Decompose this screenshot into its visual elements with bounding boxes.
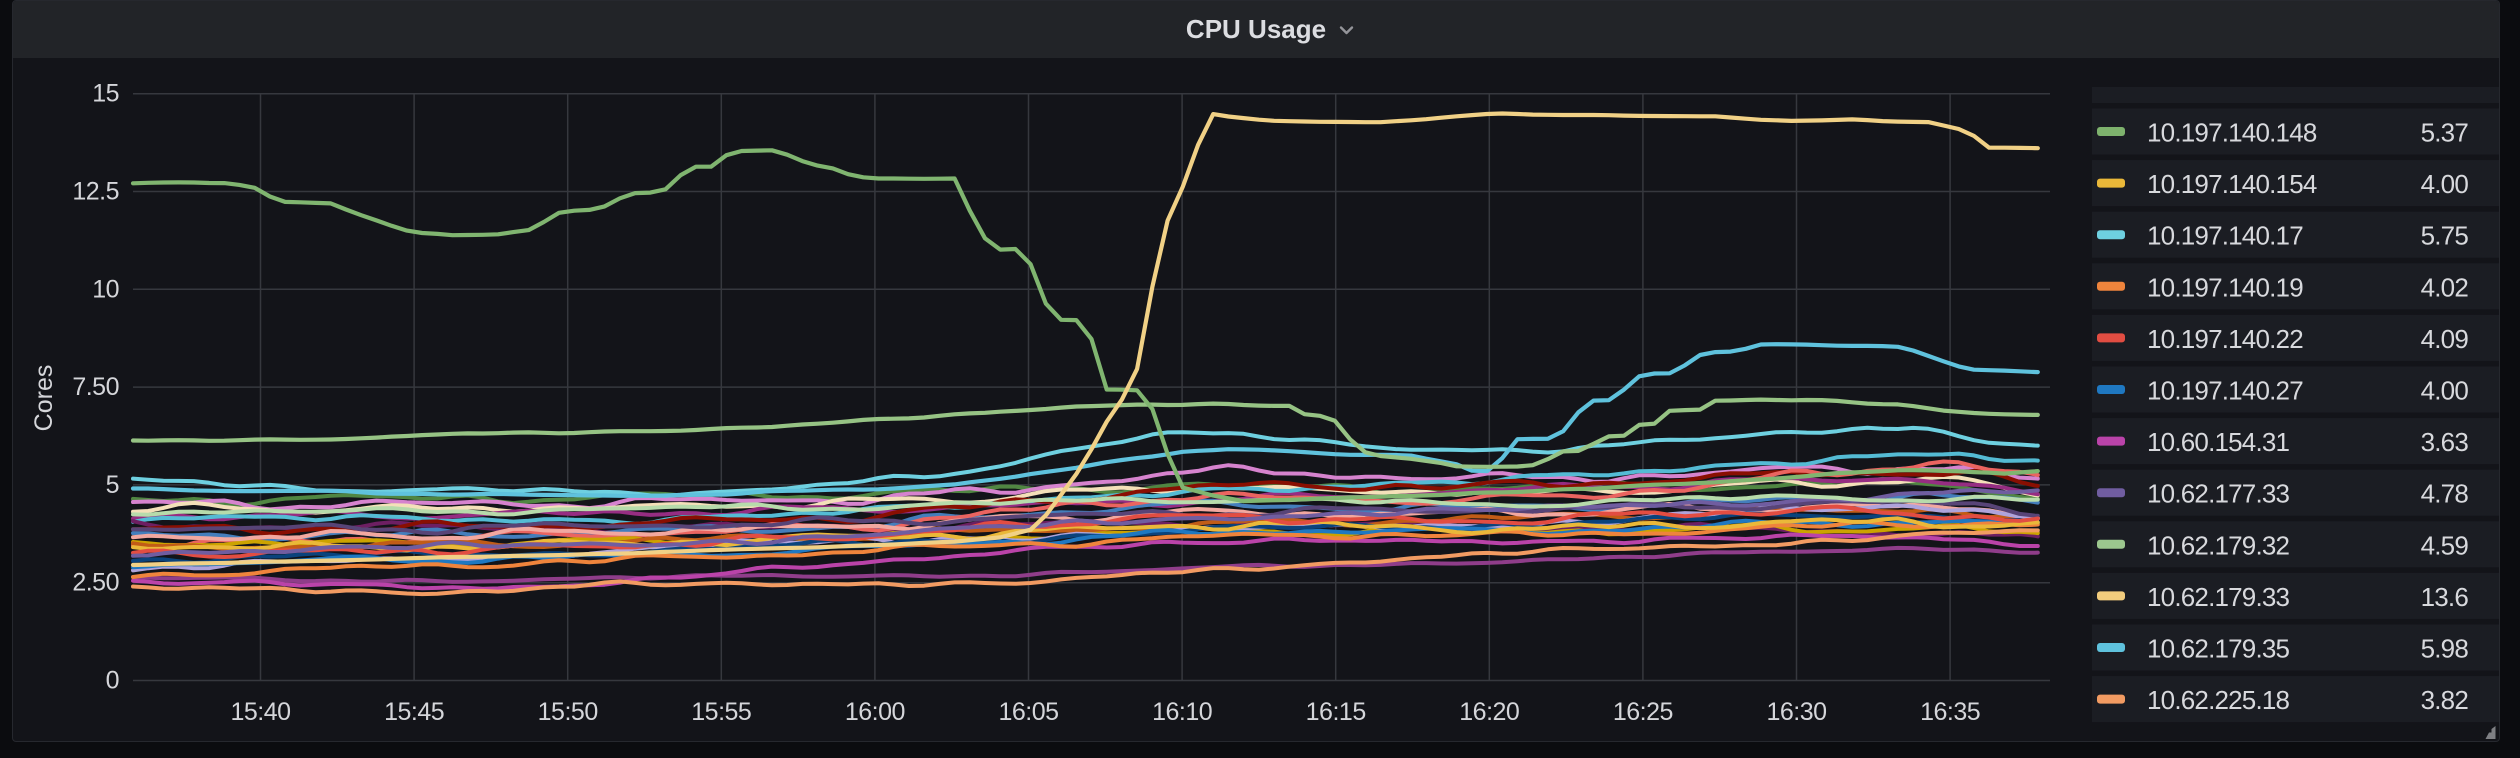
svg-text:10.62.177.33: 10.62.177.33 (2147, 479, 2290, 509)
svg-text:16:15: 16:15 (1306, 698, 1366, 726)
svg-text:10.62.179.33: 10.62.179.33 (2147, 582, 2290, 612)
svg-text:10.197.140.17: 10.197.140.17 (2147, 221, 2303, 251)
svg-text:3.82: 3.82 (2421, 685, 2469, 715)
svg-text:5.98: 5.98 (2421, 634, 2469, 664)
svg-text:10.197.140.19: 10.197.140.19 (2147, 272, 2303, 302)
svg-text:16:05: 16:05 (998, 698, 1058, 726)
svg-text:0: 0 (106, 667, 119, 695)
svg-text:10.62.179.35: 10.62.179.35 (2147, 634, 2290, 664)
svg-text:3.63: 3.63 (2421, 427, 2469, 457)
svg-text:4.78: 4.78 (2421, 479, 2469, 509)
svg-text:10.197.140.22: 10.197.140.22 (2147, 324, 2303, 354)
svg-text:5.37: 5.37 (2421, 118, 2469, 148)
svg-text:4.00: 4.00 (2421, 169, 2469, 199)
svg-text:10.62.179.32: 10.62.179.32 (2147, 530, 2290, 560)
svg-text:2.50: 2.50 (72, 569, 119, 597)
svg-text:15:55: 15:55 (691, 698, 751, 726)
svg-text:10.197.140.27: 10.197.140.27 (2147, 376, 2303, 406)
svg-text:15:45: 15:45 (384, 698, 444, 726)
svg-text:10.62.225.18: 10.62.225.18 (2147, 685, 2290, 715)
svg-text:Cores: Cores (30, 365, 58, 432)
svg-text:16:25: 16:25 (1613, 698, 1673, 726)
svg-text:10.60.154.31: 10.60.154.31 (2147, 427, 2290, 457)
svg-text:15: 15 (92, 80, 119, 108)
svg-text:5.75: 5.75 (2421, 221, 2469, 251)
svg-text:16:30: 16:30 (1766, 698, 1826, 726)
svg-text:4.02: 4.02 (2421, 272, 2469, 302)
svg-text:5: 5 (106, 471, 119, 499)
svg-text:15:40: 15:40 (230, 698, 290, 726)
svg-text:10.197.140.148: 10.197.140.148 (2147, 118, 2317, 148)
svg-text:7.50: 7.50 (72, 373, 119, 401)
svg-text:10.197.140.154: 10.197.140.154 (2147, 169, 2317, 199)
svg-text:4.00: 4.00 (2421, 376, 2469, 406)
svg-text:13.6: 13.6 (2421, 582, 2469, 612)
svg-text:16:00: 16:00 (845, 698, 905, 726)
svg-text:12.5: 12.5 (72, 178, 119, 206)
svg-text:15:50: 15:50 (538, 698, 598, 726)
svg-text:4.59: 4.59 (2421, 530, 2469, 560)
svg-text:10: 10 (92, 275, 119, 303)
svg-text:16:20: 16:20 (1459, 698, 1519, 726)
svg-text:16:10: 16:10 (1152, 698, 1212, 726)
svg-text:16:35: 16:35 (1920, 698, 1980, 726)
svg-text:4.09: 4.09 (2421, 324, 2469, 354)
